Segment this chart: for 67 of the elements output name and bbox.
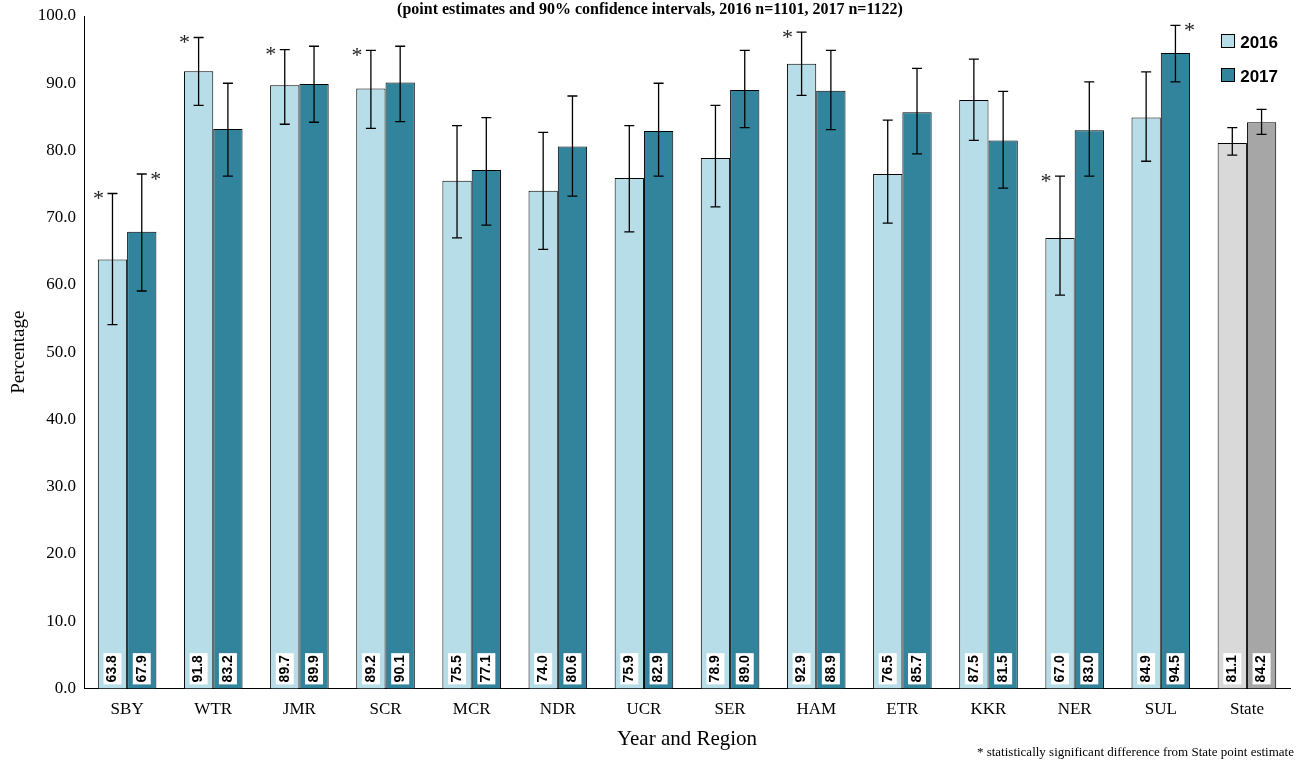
data-label: 89.2	[361, 654, 378, 683]
annotation: *	[1040, 167, 1052, 193]
data-label: 94.5	[1166, 654, 1183, 683]
annotation: *	[92, 185, 104, 211]
chart-subtitle: (point estimates and 90% confidence intervals, 2016 n=1101, 2017 n=1122)	[397, 0, 903, 17]
data-label: 77.1	[477, 654, 494, 683]
y-tick-label: 100.0	[37, 5, 77, 25]
x-tick-label: NDR	[539, 699, 577, 719]
x-tick-label: MCR	[452, 699, 492, 719]
data-label: 74.0	[534, 654, 551, 683]
data-label: 88.9	[821, 654, 838, 683]
data-label: 81.1	[1223, 654, 1240, 683]
data-label: 91.8	[189, 654, 206, 683]
x-tick-label: State	[1229, 699, 1264, 719]
y-tick-label: 30.0	[46, 476, 77, 496]
legend-label: 2016	[1240, 33, 1278, 52]
y-tick-label: 20.0	[46, 543, 77, 563]
data-label: 85.7	[907, 654, 924, 683]
y-tick-label: 40.0	[46, 408, 77, 428]
y-axis-title: Percentage	[7, 310, 29, 394]
data-label: 83.0	[1080, 654, 1097, 683]
y-tick-label: 0.0	[54, 677, 77, 697]
x-tick-label: KKR	[970, 699, 1008, 719]
data-label: 83.2	[218, 654, 235, 683]
data-label: 89.7	[275, 654, 292, 683]
data-label: 76.5	[878, 654, 895, 683]
y-tick-label: 70.0	[46, 207, 77, 227]
data-label: 92.9	[792, 654, 809, 683]
legend-label: 2017	[1240, 67, 1278, 86]
x-tick-label: SUL	[1144, 699, 1177, 719]
data-label: 89.9	[304, 654, 321, 683]
data-label: 89.0	[735, 654, 752, 683]
data-label: 67.0	[1050, 654, 1067, 683]
data-label: 90.1	[391, 654, 408, 683]
data-label: 84.9	[1137, 654, 1154, 683]
data-label: 67.9	[132, 654, 149, 683]
data-label: 75.9	[620, 654, 637, 683]
data-label: 87.5	[964, 654, 981, 683]
annotation: *	[1183, 17, 1195, 43]
x-tick-label: SER	[714, 699, 747, 719]
x-tick-label: NER	[1057, 699, 1093, 719]
x-tick-label: WTR	[194, 699, 233, 719]
x-tick-label: UCR	[626, 699, 663, 719]
x-tick-label: ETR	[886, 699, 920, 719]
text: * statistically significant difference from State point estimate	[976, 744, 1294, 760]
data-label: 63.8	[103, 654, 120, 683]
annotation: *	[351, 42, 363, 68]
x-tick-label: HAM	[796, 699, 837, 719]
annotation: *	[179, 29, 191, 55]
x-tick-label: SBY	[110, 699, 144, 719]
data-label: 80.6	[563, 654, 580, 683]
data-label: 78.9	[706, 654, 723, 683]
y-tick-label: 80.0	[46, 139, 77, 159]
annotation: *	[782, 23, 794, 49]
y-tick-label: 90.0	[46, 72, 77, 92]
y-tick-label: 10.0	[46, 610, 77, 630]
x-tick-label: JMR	[282, 699, 317, 719]
data-label: 82.9	[649, 654, 666, 683]
annotation: *	[150, 165, 162, 191]
x-tick-label: SCR	[369, 699, 403, 719]
y-tick-label: 60.0	[46, 274, 77, 294]
x-axis-title: Year and Region	[616, 725, 758, 750]
data-label: 75.5	[447, 654, 464, 683]
y-tick-label: 50.0	[46, 341, 77, 361]
data-label: 81.5	[994, 654, 1011, 683]
annotation: *	[265, 41, 277, 67]
data-label: 84.2	[1252, 654, 1269, 683]
